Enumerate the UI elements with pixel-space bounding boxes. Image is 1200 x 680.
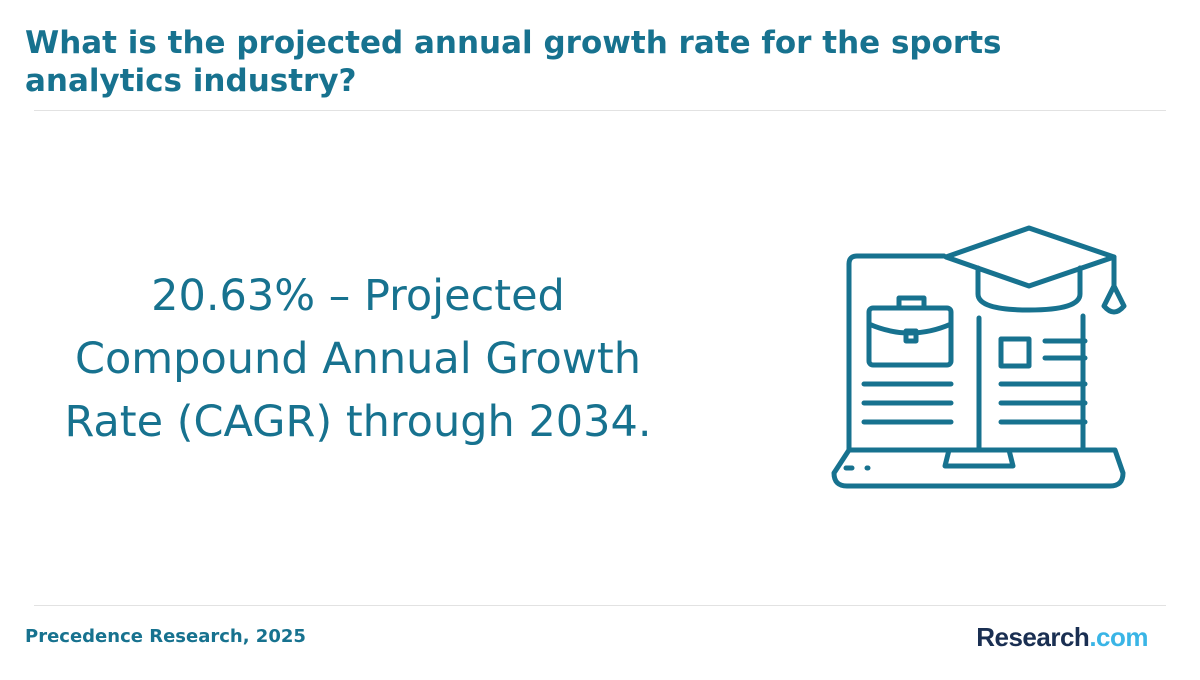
bottom-divider [34, 605, 1166, 606]
briefcase-icon [866, 295, 954, 368]
research-com-logo: Research.com [976, 620, 1148, 654]
graduation-cap-icon [943, 225, 1127, 315]
laptop-graduation-cap-icon [831, 225, 1127, 489]
source-citation: Precedence Research, 2025 [25, 626, 306, 647]
logo-tld-text: .com [1089, 622, 1148, 652]
top-divider [34, 110, 1166, 111]
laptop-screen [846, 253, 947, 453]
cagr-statement: 20.63% – Projected Compound Annual Growt… [64, 271, 652, 447]
page-title: What is the projected annual growth rate… [25, 25, 1002, 99]
logo-main-text: Research [976, 622, 1090, 652]
laptop-base [831, 447, 1126, 489]
